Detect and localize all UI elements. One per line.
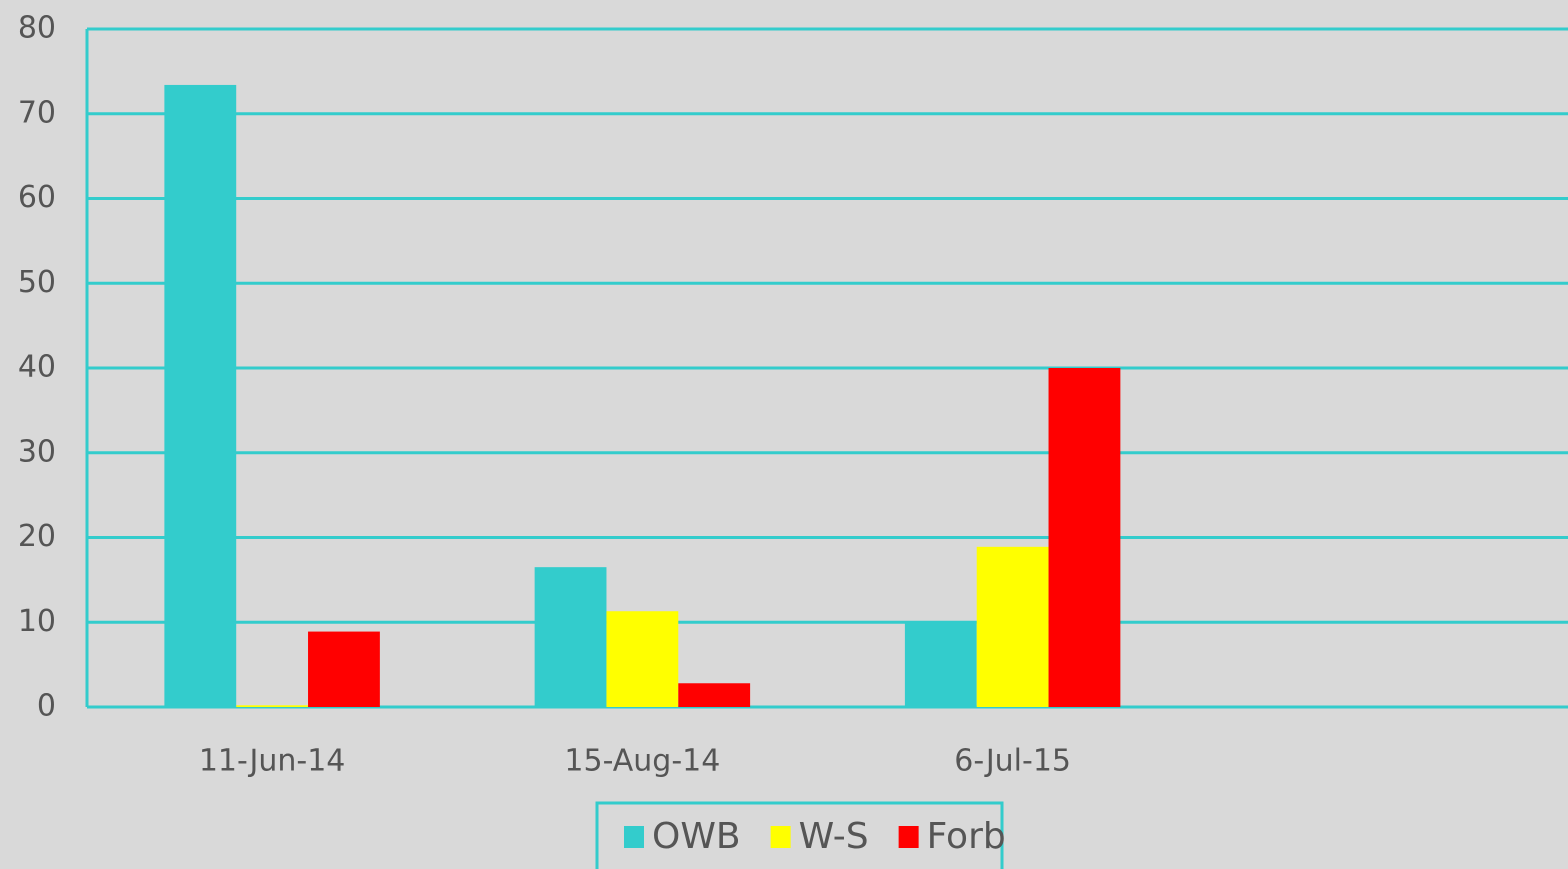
bar bbox=[976, 546, 1049, 707]
x-tick-label: 15-Aug-14 bbox=[564, 744, 720, 779]
y-tick-label: 50 bbox=[18, 265, 56, 300]
bar bbox=[236, 705, 309, 707]
legend-swatch bbox=[898, 826, 919, 848]
legend-label: W-S bbox=[799, 816, 869, 857]
x-tick-label: 6-Jul-15 bbox=[954, 744, 1071, 779]
legend-swatch bbox=[624, 826, 644, 848]
y-tick-label: 60 bbox=[18, 180, 56, 215]
legend-box bbox=[595, 801, 1004, 869]
legend-label: OWB bbox=[652, 816, 741, 857]
bar bbox=[308, 631, 380, 707]
y-tick-label: 20 bbox=[18, 519, 56, 554]
y-tick-label: 30 bbox=[18, 434, 56, 469]
bar bbox=[678, 683, 751, 707]
bar bbox=[534, 567, 607, 707]
legend-label: Forb bbox=[927, 816, 1006, 857]
bar bbox=[164, 84, 237, 707]
y-tick-label: 0 bbox=[37, 689, 56, 724]
y-tick-label: 40 bbox=[18, 350, 56, 385]
bar bbox=[904, 622, 977, 707]
y-tick-label: 10 bbox=[18, 604, 56, 639]
bar bbox=[606, 611, 679, 707]
x-tick-label: 11-Jun-14 bbox=[199, 744, 346, 779]
legend-swatch bbox=[770, 826, 791, 848]
y-tick-label: 80 bbox=[18, 11, 56, 46]
bar bbox=[1048, 368, 1121, 707]
y-tick-label: 70 bbox=[18, 95, 56, 130]
